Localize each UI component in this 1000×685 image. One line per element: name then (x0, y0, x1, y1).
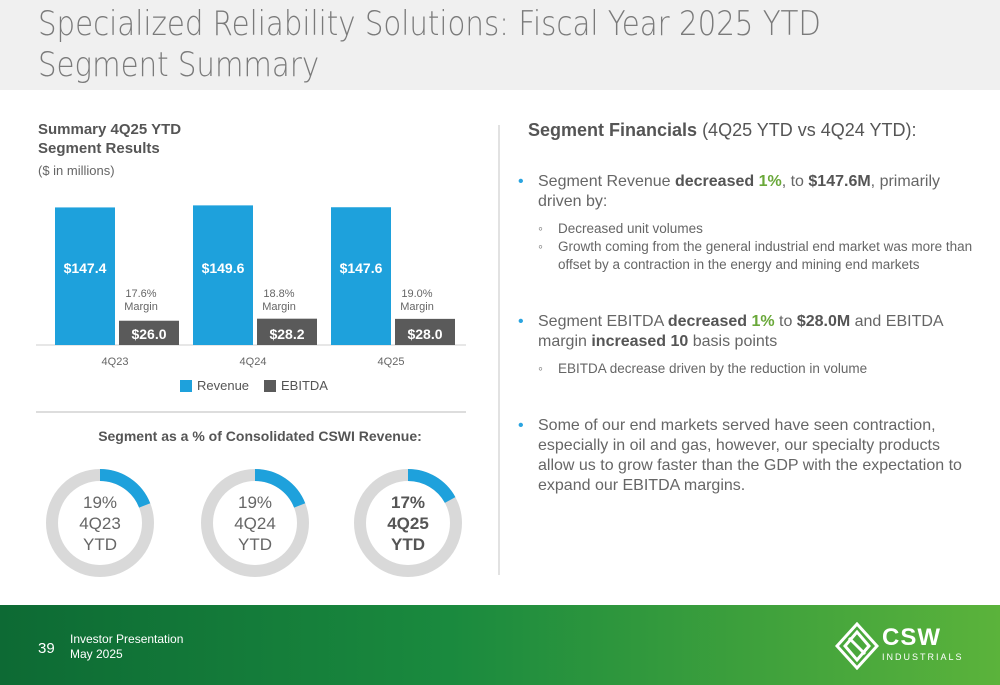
ebitda-value-label: $26.0 (131, 326, 166, 342)
text: , to (781, 173, 809, 190)
donut-label-line3: YTD (391, 534, 425, 554)
bullet-ebitda: Segment EBITDA decreased 1% to $28.0M an… (518, 312, 978, 352)
donut-label: 17% 4Q25 YTD (353, 468, 463, 578)
donut-label-line1: 17% (390, 492, 426, 512)
donut-chart: 19% 4Q24 YTD (200, 468, 310, 578)
donut-label-line1: 19% (237, 492, 273, 512)
donut-label: 19% 4Q23 YTD (45, 468, 155, 578)
chart-subheading: ($ in millions) (38, 163, 115, 178)
heading-bold: Segment Financials (528, 120, 698, 140)
legend-ebitda-swatch (264, 380, 276, 392)
donut-segment (354, 469, 462, 577)
page-title-line1: Specialized Reliability Solutions: Fisca… (38, 4, 821, 44)
footer-text: Investor Presentation May 2025 (70, 632, 183, 662)
text-bold: decreased (674, 173, 759, 190)
chart-heading-line2: Segment Results (38, 140, 160, 157)
ebitda-value-label: $28.2 (269, 326, 304, 342)
donut-label-line2: 4Q25 (387, 513, 429, 533)
revenue-bar (331, 207, 391, 345)
ebitda-bar (119, 320, 179, 345)
donut-chart: 19% 4Q23 YTD (45, 468, 155, 578)
revenue-value-label: $147.4 (64, 260, 107, 276)
ebitda-bar (257, 318, 317, 345)
footer-line2: May 2025 (70, 647, 123, 661)
page-number: 39 (38, 640, 55, 657)
donut-label-line3: YTD (83, 534, 117, 554)
text: , primarily driven by: (538, 173, 941, 210)
x-axis-tick-label: 4Q25 (378, 356, 405, 368)
text: basis points (688, 333, 778, 350)
bullet-revenue: Segment Revenue decreased 1%, to $147.6M… (518, 172, 978, 212)
bullet-list: Segment Revenue decreased 1%, to $147.6M… (518, 172, 978, 496)
donut-chart: 17% 4Q25 YTD (353, 468, 463, 578)
revenue-bar (55, 207, 115, 345)
legend-revenue-label: Revenue (197, 378, 249, 393)
segment-results-chart: $147.4$26.017.6%Margin4Q23$149.6$28.218.… (36, 205, 466, 393)
revenue-bar (193, 205, 253, 345)
divider (36, 411, 466, 413)
donut-ring (46, 469, 154, 577)
text-bold: increased 10 (591, 333, 689, 350)
text: to (774, 313, 797, 330)
chart-heading: Summary 4Q25 YTD Segment Results (38, 120, 181, 158)
footer-band (0, 605, 1000, 685)
text: Segment EBITDA (538, 313, 668, 330)
ebitda-value-label: $28.0 (407, 326, 442, 342)
diamond-logo-icon (834, 621, 880, 671)
x-axis-tick-label: 4Q23 (102, 356, 129, 368)
margin-label: 19.0% (401, 288, 432, 300)
segment-financials-heading: Segment Financials (4Q25 YTD vs 4Q24 YTD… (528, 120, 916, 141)
heading-rest: (4Q25 YTD vs 4Q24 YTD): (697, 120, 917, 140)
text-green: 1% (751, 313, 775, 330)
margin-label: 17.6% (125, 288, 156, 300)
chart-heading-line1: Summary 4Q25 YTD (38, 121, 182, 138)
bullet-end-markets: Some of our end markets served have seen… (518, 416, 978, 496)
sub-bullet: EBITDA decrease driven by the reduction … (518, 360, 978, 378)
donut-label-line3: YTD (238, 534, 272, 554)
margin-label: Margin (124, 301, 158, 313)
donut-segment (201, 469, 309, 577)
sub-bullet: Growth coming from the general industria… (518, 238, 978, 274)
legend-revenue-swatch (180, 380, 192, 392)
donut-ring (201, 469, 309, 577)
text-bold: $28.0M (796, 313, 851, 330)
logo-subtitle: INDUSTRIALS (882, 652, 964, 662)
donut-ring (354, 469, 462, 577)
footer-line1: Investor Presentation (70, 632, 184, 646)
donut-label: 19% 4Q24 YTD (200, 468, 310, 578)
vertical-divider (498, 125, 500, 575)
legend-ebitda-label: EBITDA (281, 378, 328, 393)
text: and EBITDA margin (538, 313, 943, 350)
text: Segment Revenue (538, 173, 675, 190)
pct-heading: Segment as a % of Consolidated CSWI Reve… (98, 428, 422, 444)
title-band (0, 0, 1000, 90)
margin-label: Margin (262, 301, 296, 313)
page-title: Specialized Reliability Solutions: Fisca… (38, 4, 846, 86)
donut-segment (46, 469, 154, 577)
page-title-line2: Segment Summary (38, 45, 320, 85)
text-bold: decreased (667, 313, 752, 330)
text-bold: $147.6M (808, 173, 871, 190)
revenue-value-label: $147.6 (340, 260, 383, 276)
text-green: 1% (758, 173, 782, 190)
sub-bullet: Decreased unit volumes (518, 220, 978, 238)
revenue-value-label: $149.6 (202, 260, 245, 276)
x-axis-tick-label: 4Q24 (240, 356, 267, 368)
logo-name: CSW (882, 624, 941, 651)
donut-label-line2: 4Q24 (234, 513, 276, 533)
margin-label: 18.8% (263, 288, 294, 300)
donut-label-line2: 4Q23 (79, 513, 121, 533)
donut-label-line1: 19% (82, 492, 118, 512)
csw-logo: CSW INDUSTRIALS (834, 621, 975, 671)
margin-label: Margin (400, 301, 434, 313)
ebitda-bar (395, 318, 455, 345)
